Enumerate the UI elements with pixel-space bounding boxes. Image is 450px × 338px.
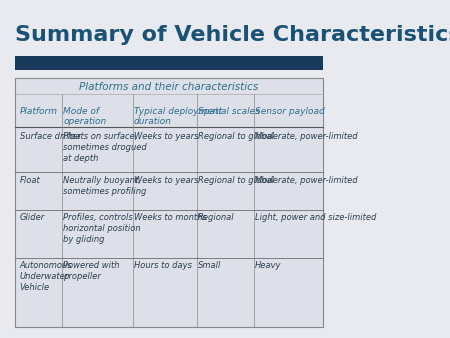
FancyBboxPatch shape <box>15 78 324 327</box>
Text: Mode of
operation: Mode of operation <box>63 107 107 126</box>
Text: Light, power and size-limited: Light, power and size-limited <box>255 213 376 222</box>
Text: Weeks to years: Weeks to years <box>134 176 198 185</box>
Text: Platform: Platform <box>20 107 58 116</box>
Text: Glider: Glider <box>20 213 45 222</box>
Text: Autonomous
Underwater
Vehicle: Autonomous Underwater Vehicle <box>20 261 72 292</box>
FancyBboxPatch shape <box>15 56 324 70</box>
Text: Heavy: Heavy <box>255 261 281 270</box>
Text: Surface drifter: Surface drifter <box>20 132 81 141</box>
Text: Sensor payload: Sensor payload <box>255 107 324 116</box>
Text: Neutrally buoyant,
sometimes profiling: Neutrally buoyant, sometimes profiling <box>63 176 147 196</box>
Text: Platforms and their characteristics: Platforms and their characteristics <box>80 82 259 92</box>
Text: Moderate, power-limited: Moderate, power-limited <box>255 132 357 141</box>
Text: Weeks to years: Weeks to years <box>134 132 198 141</box>
Text: Small: Small <box>198 261 221 270</box>
Text: Hours to days: Hours to days <box>134 261 192 270</box>
Text: Spatial scales: Spatial scales <box>198 107 260 116</box>
Text: Float: Float <box>20 176 40 185</box>
Text: Regional: Regional <box>198 213 234 222</box>
Text: Powered with
propeller: Powered with propeller <box>63 261 120 281</box>
Text: Moderate, power-limited: Moderate, power-limited <box>255 176 357 185</box>
Text: Summary of Vehicle Characteristics: Summary of Vehicle Characteristics <box>15 25 450 45</box>
Text: Weeks to months: Weeks to months <box>134 213 207 222</box>
Text: Regional to global: Regional to global <box>198 132 274 141</box>
Text: Regional to global: Regional to global <box>198 176 274 185</box>
Text: Typical deployment
duration: Typical deployment duration <box>134 107 222 126</box>
Text: Profiles, controls
horizontal position
by gliding: Profiles, controls horizontal position b… <box>63 213 141 244</box>
Text: Floats on surface,
sometimes drogued
at depth: Floats on surface, sometimes drogued at … <box>63 132 147 163</box>
